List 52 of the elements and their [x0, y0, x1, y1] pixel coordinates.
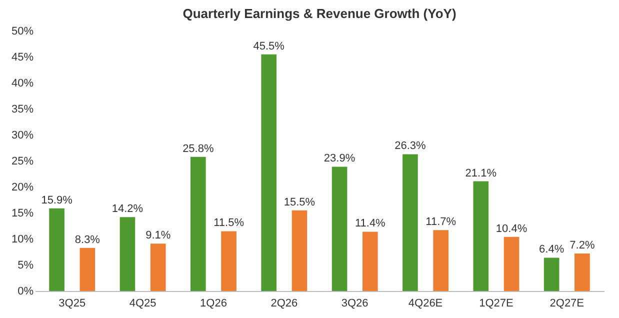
bar — [292, 210, 308, 291]
bar — [473, 181, 489, 291]
data-label: 45.5% — [253, 40, 285, 52]
y-tick-label: 50% — [11, 26, 34, 38]
y-tick-label: 15% — [11, 208, 34, 220]
bar — [504, 236, 520, 291]
x-tick-label: 3Q26 — [341, 298, 368, 310]
x-tick-label: 4Q25 — [129, 298, 156, 310]
data-label: 7.2% — [570, 240, 595, 252]
x-tick-label: 3Q25 — [58, 298, 86, 310]
y-tick-label: 35% — [11, 104, 34, 116]
data-label: 11.5% — [214, 217, 244, 230]
y-tick-label: 30% — [11, 130, 34, 142]
bar — [120, 217, 136, 291]
bar — [261, 54, 276, 291]
data-label: 15.9% — [41, 194, 73, 206]
y-tick-label: 5% — [18, 260, 34, 272]
y-tick-label: 25% — [11, 156, 34, 168]
data-label: 23.9% — [324, 152, 356, 165]
x-tick-label: 4Q26E — [408, 298, 443, 310]
chart-title: Quarterly Earnings & Revenue Growth (YoY) — [182, 6, 456, 21]
data-label: 14.2% — [112, 203, 144, 216]
data-label: 11.4% — [354, 218, 386, 230]
bar — [80, 248, 96, 291]
bar — [402, 154, 418, 291]
y-tick-label: 45% — [11, 52, 34, 64]
bar — [362, 232, 378, 291]
y-tick-label: 40% — [11, 78, 34, 90]
bar — [150, 244, 166, 291]
data-label: 11.7% — [426, 216, 456, 228]
data-label: 9.1% — [146, 230, 171, 242]
data-label: 21.1% — [465, 167, 497, 180]
bar — [574, 254, 590, 291]
x-tick-label: 2Q26 — [270, 298, 298, 310]
bar — [221, 231, 236, 291]
bar — [544, 258, 560, 291]
data-label: 8.3% — [74, 234, 100, 246]
y-tick-label: 10% — [11, 234, 34, 246]
data-label: 25.8% — [182, 142, 214, 155]
x-tick-label: 1Q26 — [200, 298, 227, 310]
y-tick-label: 0% — [18, 286, 34, 298]
data-label: 26.3% — [394, 140, 426, 152]
bar — [49, 208, 64, 291]
data-label: 10.4% — [496, 222, 528, 235]
y-tick-label: 20% — [11, 182, 34, 194]
data-label: 15.5% — [284, 196, 316, 208]
bar — [433, 230, 448, 291]
bar — [332, 166, 348, 291]
x-tick-label: 1Q27E — [479, 298, 514, 310]
data-label: 6.4% — [539, 244, 564, 256]
x-tick-label: 2Q27E — [550, 298, 584, 310]
bar — [190, 156, 206, 291]
